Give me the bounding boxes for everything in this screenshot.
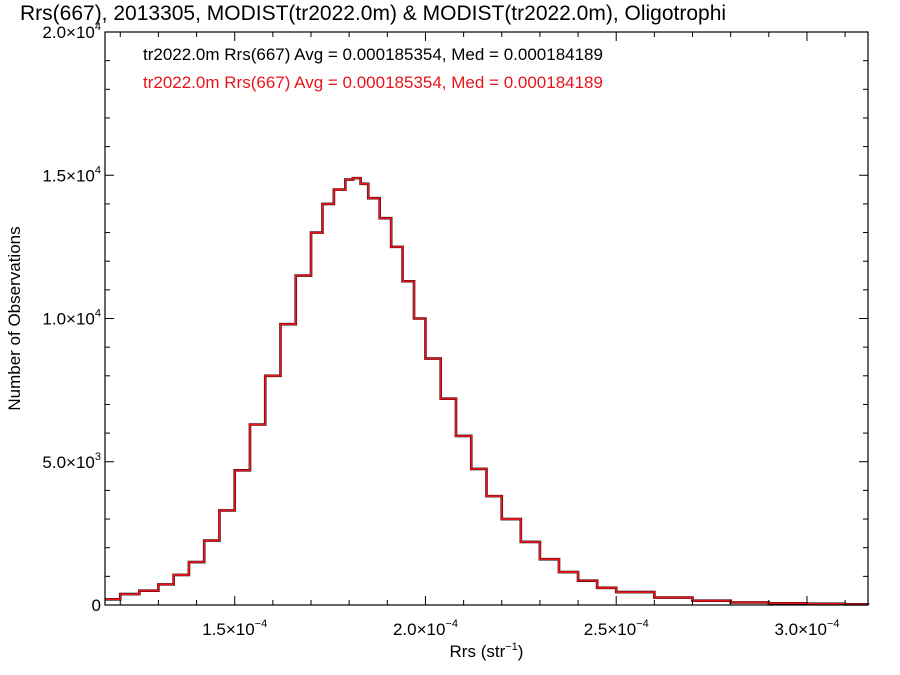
x-tick-label-1: 2.0×10−4 xyxy=(393,618,458,639)
x-tick-label-3: 3.0×10−4 xyxy=(774,618,839,639)
x-tick-label-2: 2.5×10−4 xyxy=(584,618,649,639)
series-layer xyxy=(105,176,870,606)
y-tick-label-2: 1.0×104 xyxy=(42,308,101,329)
tick-layer: 1.5×10−4 2.0×10−4 2.5×10−4 3.0×10−4 0 5.0×103… xyxy=(42,21,868,639)
y-tick-label-4: 2.0×104 xyxy=(42,21,101,42)
annotation-1: tr2022.0m Rrs(667) Avg = 0.000185354, Me… xyxy=(143,73,603,92)
x-tick-label-0: 1.5×10−4 xyxy=(202,618,267,639)
annotation-layer: tr2022.0m Rrs(667) Avg = 0.000185354, Me… xyxy=(143,45,603,92)
y-tick-label-0: 0 xyxy=(92,596,101,615)
chart-title: Rrs(667), 2013305, MODIST(tr2022.0m) & M… xyxy=(20,2,727,25)
series-0-line xyxy=(105,177,869,606)
y-axis-label: Number of Observations xyxy=(5,226,24,410)
x-axis-label: Rrs (str−1) xyxy=(450,641,524,661)
annotation-0: tr2022.0m Rrs(667) Avg = 0.000185354, Me… xyxy=(143,45,603,64)
y-tick-label-3: 1.5×104 xyxy=(42,164,101,185)
y-tick-label-1: 5.0×103 xyxy=(42,451,101,472)
